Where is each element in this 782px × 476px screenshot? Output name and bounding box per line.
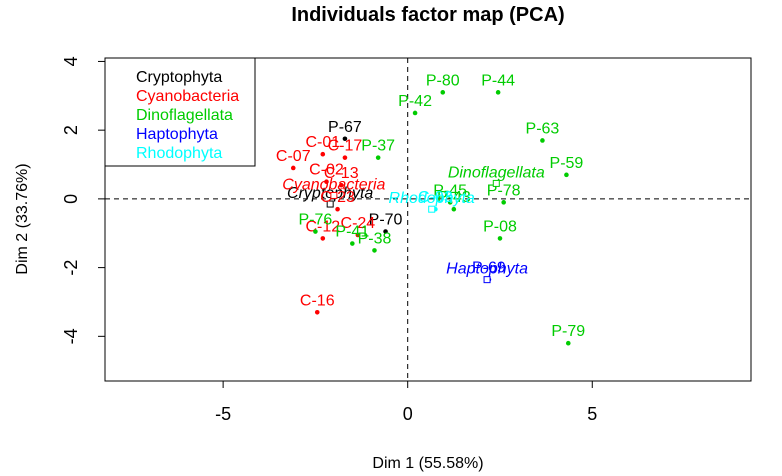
x-tick-label: 0 [403, 404, 413, 424]
legend-entry: Rhodophyta [136, 145, 222, 162]
point-label: P-80 [426, 72, 460, 89]
point-label: C-02 [309, 162, 344, 179]
chart-title: Individuals factor map (PCA) [291, 4, 564, 26]
category-centroid-marker [483, 276, 491, 284]
point-label: P-37 [361, 138, 395, 155]
data-point [290, 165, 296, 171]
point-label: P-59 [550, 155, 584, 172]
legend-box [104, 57, 256, 167]
data-point [372, 248, 377, 253]
y-tick-label: 0 [61, 194, 81, 204]
data-point [495, 90, 501, 95]
point-label: P-41 [335, 224, 369, 241]
point-label: C-23 [320, 189, 355, 206]
data-point [501, 200, 506, 205]
point-label: P-42 [398, 93, 432, 110]
point-label: P-69 [472, 260, 506, 277]
category-centroid-marker [428, 205, 436, 213]
data-point [342, 155, 348, 160]
category-centroid-label: Rhodophyta [389, 190, 475, 207]
legend-entry: Cyanobacteria [136, 88, 239, 105]
data-point [447, 200, 453, 205]
data-point [383, 229, 388, 234]
data-point [335, 206, 340, 212]
point-label: C-24 [341, 215, 376, 232]
data-point [412, 110, 418, 116]
point-label: P-43 [437, 189, 471, 206]
point-label: P-78 [487, 182, 521, 199]
category-centroid-label: Haptophyta [446, 261, 528, 278]
data-point [440, 90, 446, 95]
legend-entry: Cryptophyta [136, 69, 222, 86]
data-point [565, 340, 571, 346]
point-label: P-79 [551, 323, 585, 340]
data-point [375, 155, 381, 160]
data-point [314, 309, 320, 315]
legend-entry: Dinoflagellata [136, 107, 233, 124]
category-centroid-label: Dinoflagellata [448, 164, 545, 181]
point-label: P-44 [481, 72, 515, 89]
legend-entry: Haptophyta [136, 126, 218, 143]
y-tick-label: 4 [61, 56, 81, 66]
y-axis-label: Dim 2 (33.76%) [14, 163, 31, 274]
point-label: P-70 [369, 212, 403, 229]
data-point [564, 172, 569, 178]
category-centroid-label: Cryptophyta [287, 185, 373, 202]
category-centroid-marker [326, 200, 334, 208]
data-point [313, 229, 318, 234]
point-label: P-08 [483, 218, 517, 235]
data-point [497, 236, 503, 241]
data-point [350, 241, 355, 246]
x-tick-label: -5 [215, 404, 231, 424]
point-label: C-07 [276, 148, 311, 165]
point-label: P-76 [299, 212, 333, 229]
data-point [338, 182, 344, 188]
point-label: C-01 [305, 134, 340, 151]
point-label: C-03 [418, 189, 453, 206]
data-point [540, 138, 545, 143]
category-centroid-marker [492, 179, 500, 187]
data-point [451, 206, 457, 212]
x-axis-label: Dim 1 (55.58%) [372, 455, 483, 472]
category-centroid-label: Cyanobacteria [282, 176, 385, 193]
point-label: P-45 [433, 182, 467, 199]
data-point [355, 232, 361, 238]
data-point [320, 236, 326, 241]
point-label: P-38 [358, 230, 392, 247]
y-tick-label: -2 [61, 260, 81, 276]
y-tick-label: 2 [61, 125, 81, 135]
data-point [320, 151, 326, 157]
point-label: P-63 [526, 120, 560, 137]
point-label: C-16 [300, 292, 335, 309]
data-point [342, 136, 348, 142]
point-label: C-17 [328, 138, 363, 155]
category-centroid-marker [330, 191, 338, 199]
point-label: P-67 [328, 119, 362, 136]
data-point [324, 179, 329, 185]
x-tick-label: 5 [587, 404, 597, 424]
point-label: C-13 [324, 165, 359, 182]
y-tick-label: -4 [61, 328, 81, 344]
